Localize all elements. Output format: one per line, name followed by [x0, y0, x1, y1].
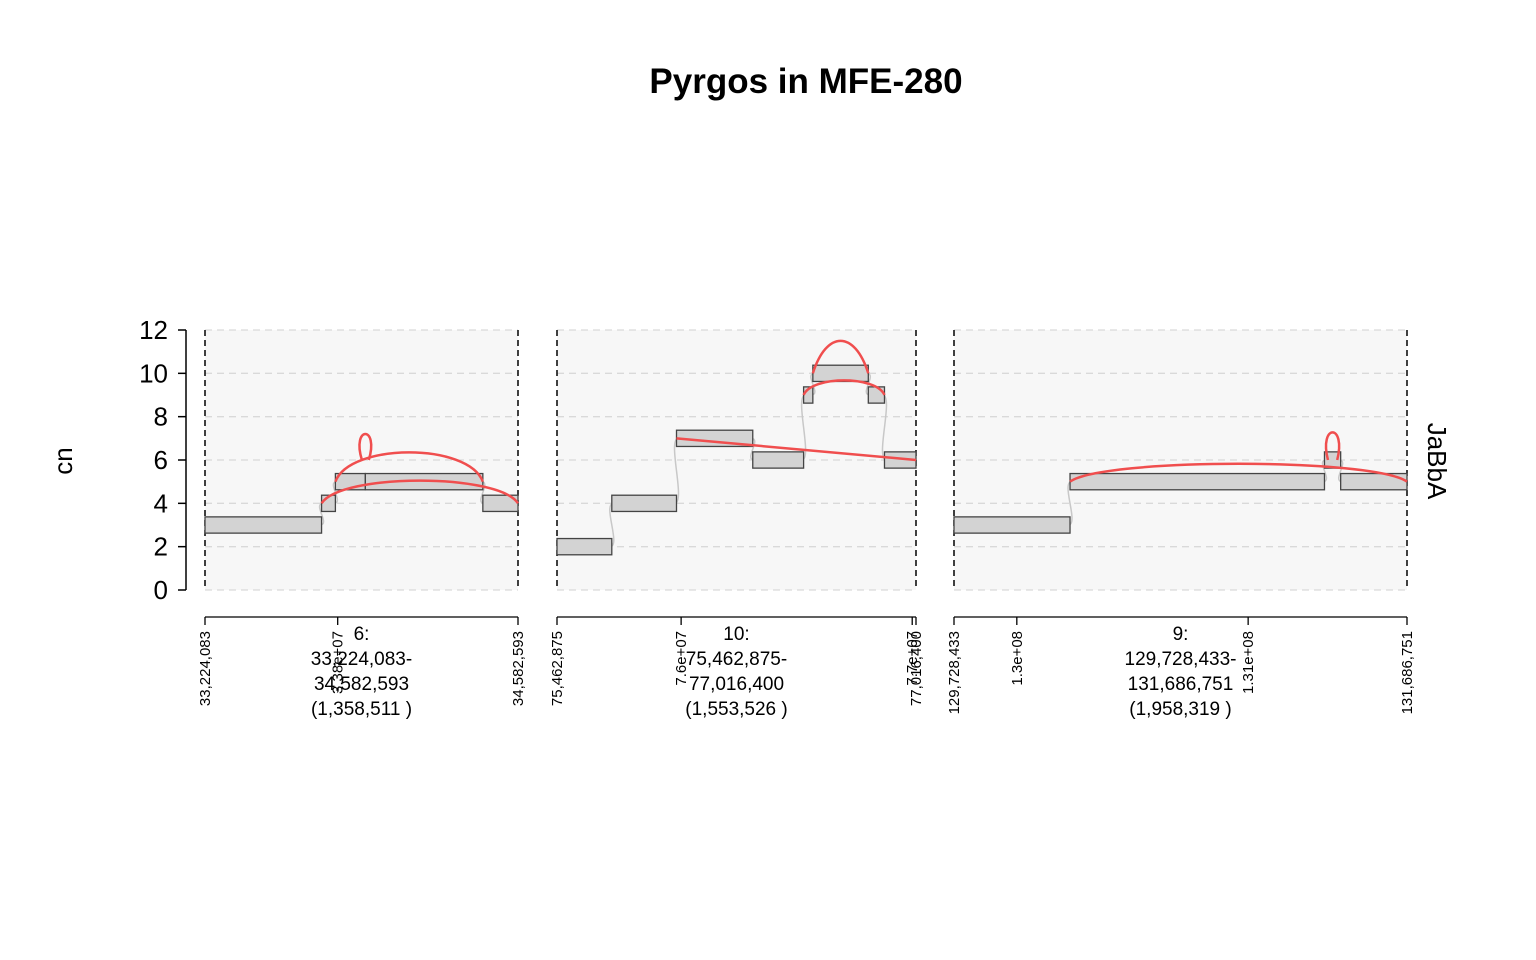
- window-range-label: 10:: [723, 624, 749, 645]
- x-tick-label: 7.7e+07: [904, 631, 921, 686]
- alternate-edge: [802, 379, 886, 396]
- y-tick-label: 0: [154, 575, 168, 605]
- copy-number-segment: [752, 451, 805, 469]
- x-tick-label: 1.3e+08: [1009, 631, 1026, 686]
- alternate-edge: [358, 432, 373, 461]
- chart-panels: 33,224,083 3.38e+07 34,582,5936:33,224,083…: [197, 329, 1416, 720]
- copy-number-segment: [1069, 472, 1326, 491]
- alternate-edge: [334, 451, 485, 483]
- x-tick-label: 131,686,751: [1399, 631, 1416, 714]
- panel-chr10: 75,462,875 7.6e+07 7.7e+0777,016,40010:75,…: [549, 329, 925, 720]
- x-tick-label: 1.31e+08: [1240, 631, 1257, 694]
- y-tick-label: 4: [154, 488, 168, 518]
- x-tick-label: 3.38e+07: [330, 631, 347, 694]
- x-tick-label: 7.6e+07: [673, 631, 690, 686]
- window-range-label: 6:: [354, 624, 370, 645]
- panel-chr6: 33,224,083 3.38e+07 34,582,5936:33,224,083…: [197, 329, 527, 720]
- alternate-edge: [320, 479, 520, 505]
- chart-title: Pyrgos in MFE-280: [649, 62, 962, 101]
- window-range-label: 33,224,083-: [311, 649, 412, 670]
- copy-number-segment: [556, 537, 613, 556]
- x-tick-label: 129,728,433: [946, 631, 963, 714]
- y-tick-label: 12: [139, 315, 168, 345]
- track-label: JaBbA: [1422, 423, 1452, 500]
- alternate-edge: [676, 437, 917, 462]
- y-axis-label: cn: [48, 447, 78, 474]
- panel-chr9: 129,728,433 1.3e+08 1.31e+08 131,686,751 9: 1…: [946, 329, 1416, 720]
- window-range-label: (1,358,511 ): [311, 699, 412, 720]
- window-range-label: (1,958,319 ): [1129, 699, 1231, 720]
- copy-number-segment: [867, 386, 886, 404]
- alternate-edge: [811, 339, 870, 374]
- window-range-label: (1,553,526 ): [685, 699, 787, 720]
- window-range-label: 129,728,433-: [1125, 649, 1237, 670]
- copy-number-segment: [611, 494, 678, 513]
- x-tick-label: 33,224,083: [197, 631, 214, 706]
- alternate-edge: [1324, 431, 1341, 461]
- y-tick-label: 8: [154, 402, 168, 432]
- window-range-label: 131,686,751: [1128, 674, 1234, 695]
- window-range-label: 77,016,400: [689, 674, 784, 695]
- y-tick-label: 10: [139, 358, 168, 388]
- reference-edge: [673, 437, 680, 505]
- x-tick-label: 75,462,875: [549, 631, 566, 706]
- copy-number-segment: [953, 516, 1071, 534]
- y-axis: 0 2 4 6 8 10 12: [139, 315, 187, 605]
- x-tick-label: 77,016,400: [908, 631, 925, 706]
- window-range-label: 34,582,593: [314, 674, 409, 695]
- y-tick-label: 6: [154, 445, 168, 475]
- window-range-label: 9:: [1173, 624, 1189, 645]
- window-range-label: 75,462,875-: [686, 649, 787, 670]
- x-tick-label: 34,582,593: [510, 631, 527, 706]
- alternate-edge: [1069, 462, 1408, 483]
- y-tick-label: 2: [154, 532, 168, 562]
- copy-number-segment: [204, 516, 323, 534]
- copy-number-segment: [812, 364, 869, 383]
- reference-edge: [800, 394, 807, 461]
